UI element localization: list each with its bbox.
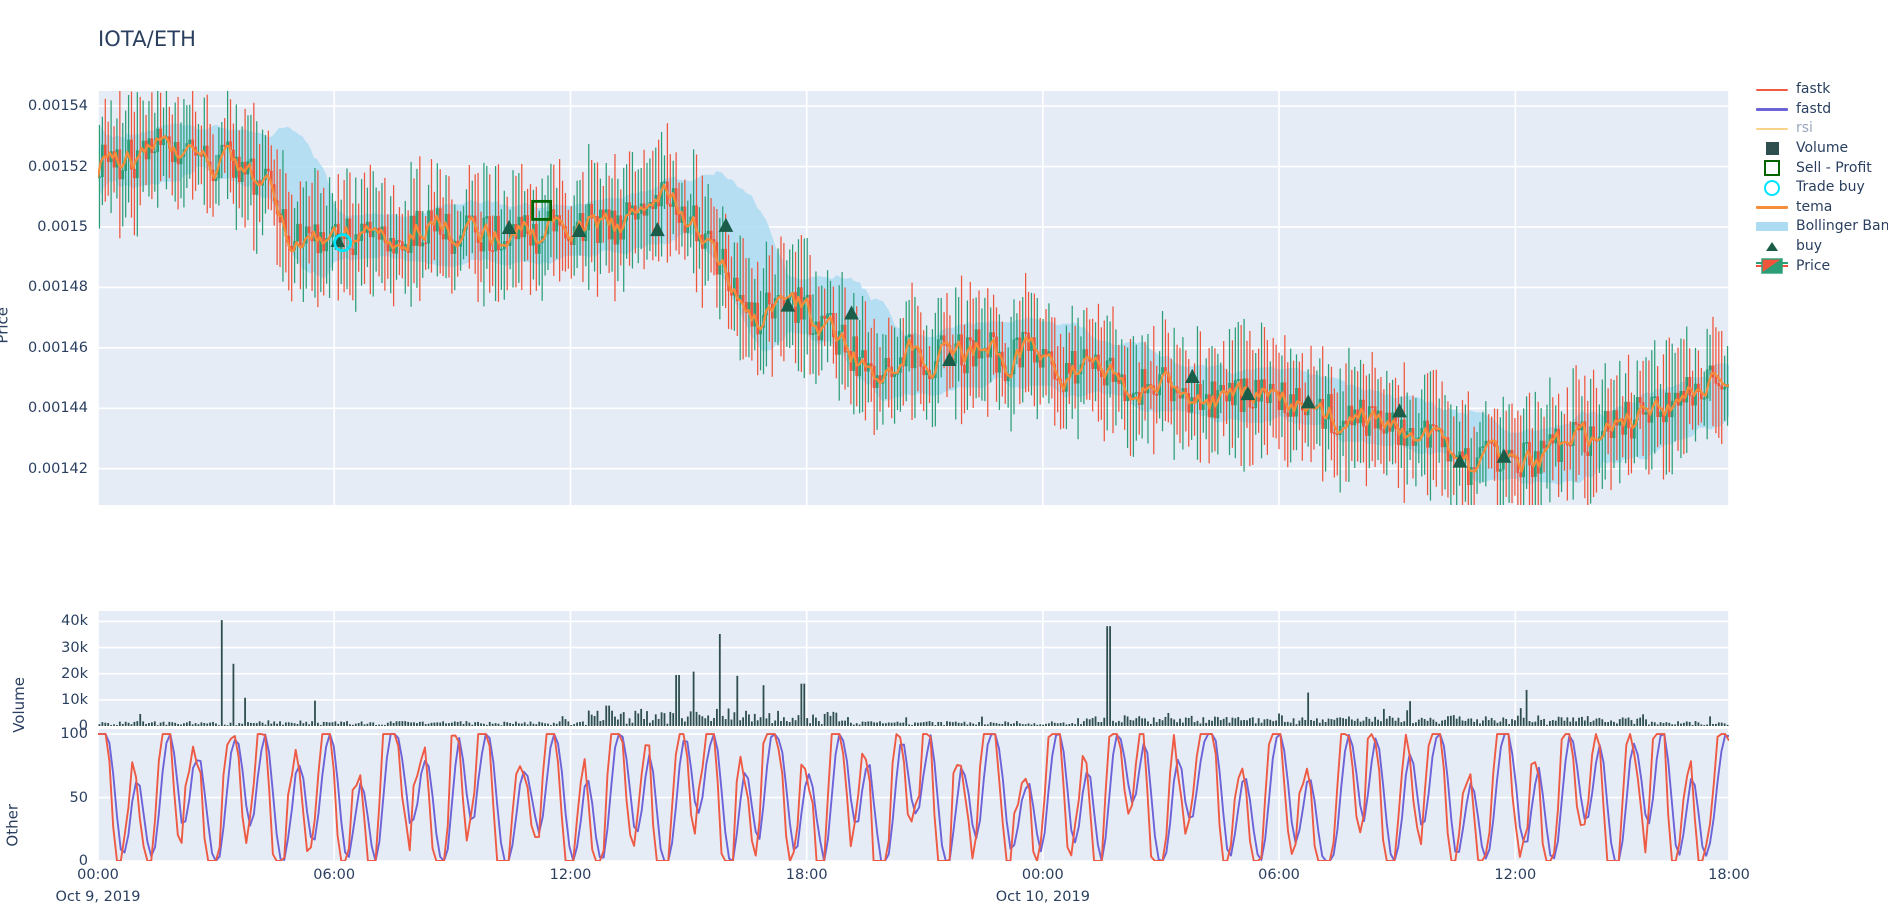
x-axis-tick: 06:00 [313,867,356,883]
chart-legend: fastk fastd rsi Volume Sell - Profit Trade bu… [1752,80,1888,276]
y-axis-tick: 0.00154 [28,98,88,115]
legend-item-volume[interactable]: Volume [1752,139,1888,159]
legend-line-icon [1752,80,1792,99]
x-axis-tick: 18:00 [785,867,828,883]
x-axis-tick: 18:00 [1708,867,1750,883]
price-panel [98,91,1729,505]
legend-item-bollinger-band[interactable]: Bollinger Band [1752,217,1888,237]
legend-triangle-icon [1752,237,1792,256]
legend-square-icon [1752,139,1792,158]
legend-item-label: Trade buy [1796,179,1865,196]
price-plot [98,91,1729,505]
x-axis-tick: 12:00 [549,867,592,883]
x-axis-date-label: Oct 9, 2019 [55,889,141,905]
legend-item-tema[interactable]: tema [1752,198,1888,218]
legend-candle-icon [1752,257,1792,276]
legend-item-fastd[interactable]: fastd [1752,100,1888,120]
oscillator-plot [98,729,1729,861]
x-axis-date-label: Oct 10, 2019 [995,889,1090,905]
legend-item-label: Volume [1796,140,1849,157]
legend-item-label: buy [1796,238,1823,255]
y-axis-tick: 0.00144 [28,400,88,417]
y-axis-tick: 50 [69,789,88,806]
other-axis-title: Other [3,804,22,847]
legend-item-sell-profit[interactable]: Sell - Profit [1752,158,1888,178]
legend-open-square-icon [1752,159,1792,178]
x-axis-tick: 00:00 [77,867,119,883]
legend-line-icon [1752,100,1792,119]
legend-line-icon [1752,119,1792,138]
legend-item-label: Price [1796,257,1831,274]
chart-title: IOTA/ETH [98,27,197,51]
y-axis-tick: 0 [78,718,88,734]
legend-item-fastk[interactable]: fastk [1752,80,1888,100]
legend-item-label: rsi [1796,120,1813,137]
legend-item-trade-buy[interactable]: Trade buy [1752,178,1888,198]
volume-panel [98,611,1729,726]
y-axis-tick: 0.00146 [28,339,88,356]
legend-line-icon [1752,198,1792,217]
other-panel [98,729,1729,861]
legend-item-rsi[interactable]: rsi [1752,119,1888,139]
x-axis-tick: 06:00 [1258,867,1300,883]
legend-band-icon [1752,217,1792,236]
y-axis-tick: 30k [61,639,88,656]
legend-item-label: Bollinger Band [1796,218,1888,235]
legend-item-label: Sell - Profit [1796,159,1872,176]
y-axis-tick: 40k [61,613,88,630]
volume-axis-title: Volume [9,677,28,733]
y-axis-tick: 10k [61,691,88,708]
price-axis-title: Price [0,307,12,344]
legend-item-label: tema [1796,198,1833,215]
y-axis-tick: 0.00152 [28,158,88,175]
legend-circle-icon [1752,178,1792,197]
legend-item-label: fastd [1796,100,1832,117]
legend-item-buy[interactable]: buy [1752,237,1888,257]
y-axis-tick: 20k [61,665,88,682]
y-axis-tick: 0.0015 [37,218,88,235]
y-axis-tick: 0.00148 [28,279,88,296]
x-axis-tick: 00:00 [1021,867,1064,883]
y-axis-tick: 0 [78,853,88,869]
volume-plot [98,611,1729,726]
legend-item-label: fastk [1796,81,1831,98]
x-axis-tick: 12:00 [1494,867,1537,883]
y-axis-tick: 100 [60,726,88,743]
legend-item-price[interactable]: Price [1752,256,1888,276]
y-axis-tick: 0.00142 [28,460,88,477]
